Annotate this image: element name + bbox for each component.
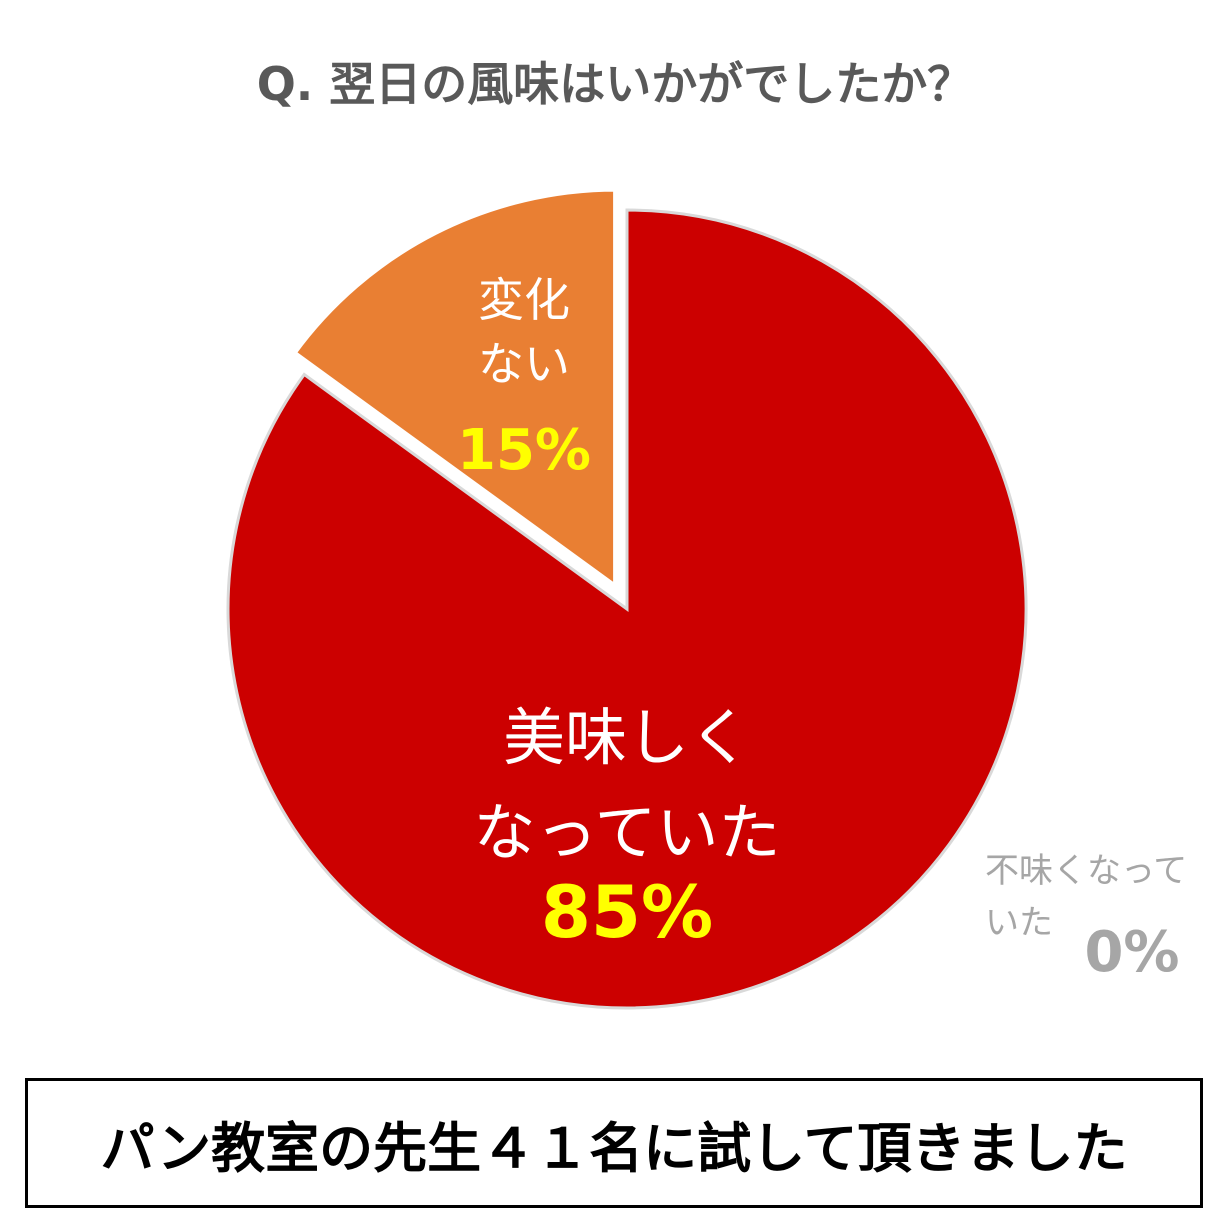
footnote: パン教室の先生４１名に試して頂きました [25, 1078, 1203, 1208]
pie-slice [289, 185, 620, 594]
value-label: 15% [456, 418, 592, 483]
value-label: 0% [1084, 920, 1180, 985]
value-label: 85% [540, 870, 714, 954]
pie-slice [226, 208, 1028, 1010]
slice-label: 美味しく なっていた [473, 701, 781, 869]
chart-title: Q. 翌日の風味はいかがでしたか？ [256, 57, 974, 111]
slice-label: 不味くなって いた [985, 851, 1188, 943]
slice-label: 変化 ない [478, 273, 570, 391]
